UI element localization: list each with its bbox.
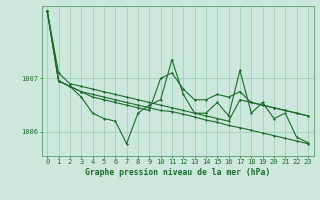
X-axis label: Graphe pression niveau de la mer (hPa): Graphe pression niveau de la mer (hPa) xyxy=(85,168,270,177)
